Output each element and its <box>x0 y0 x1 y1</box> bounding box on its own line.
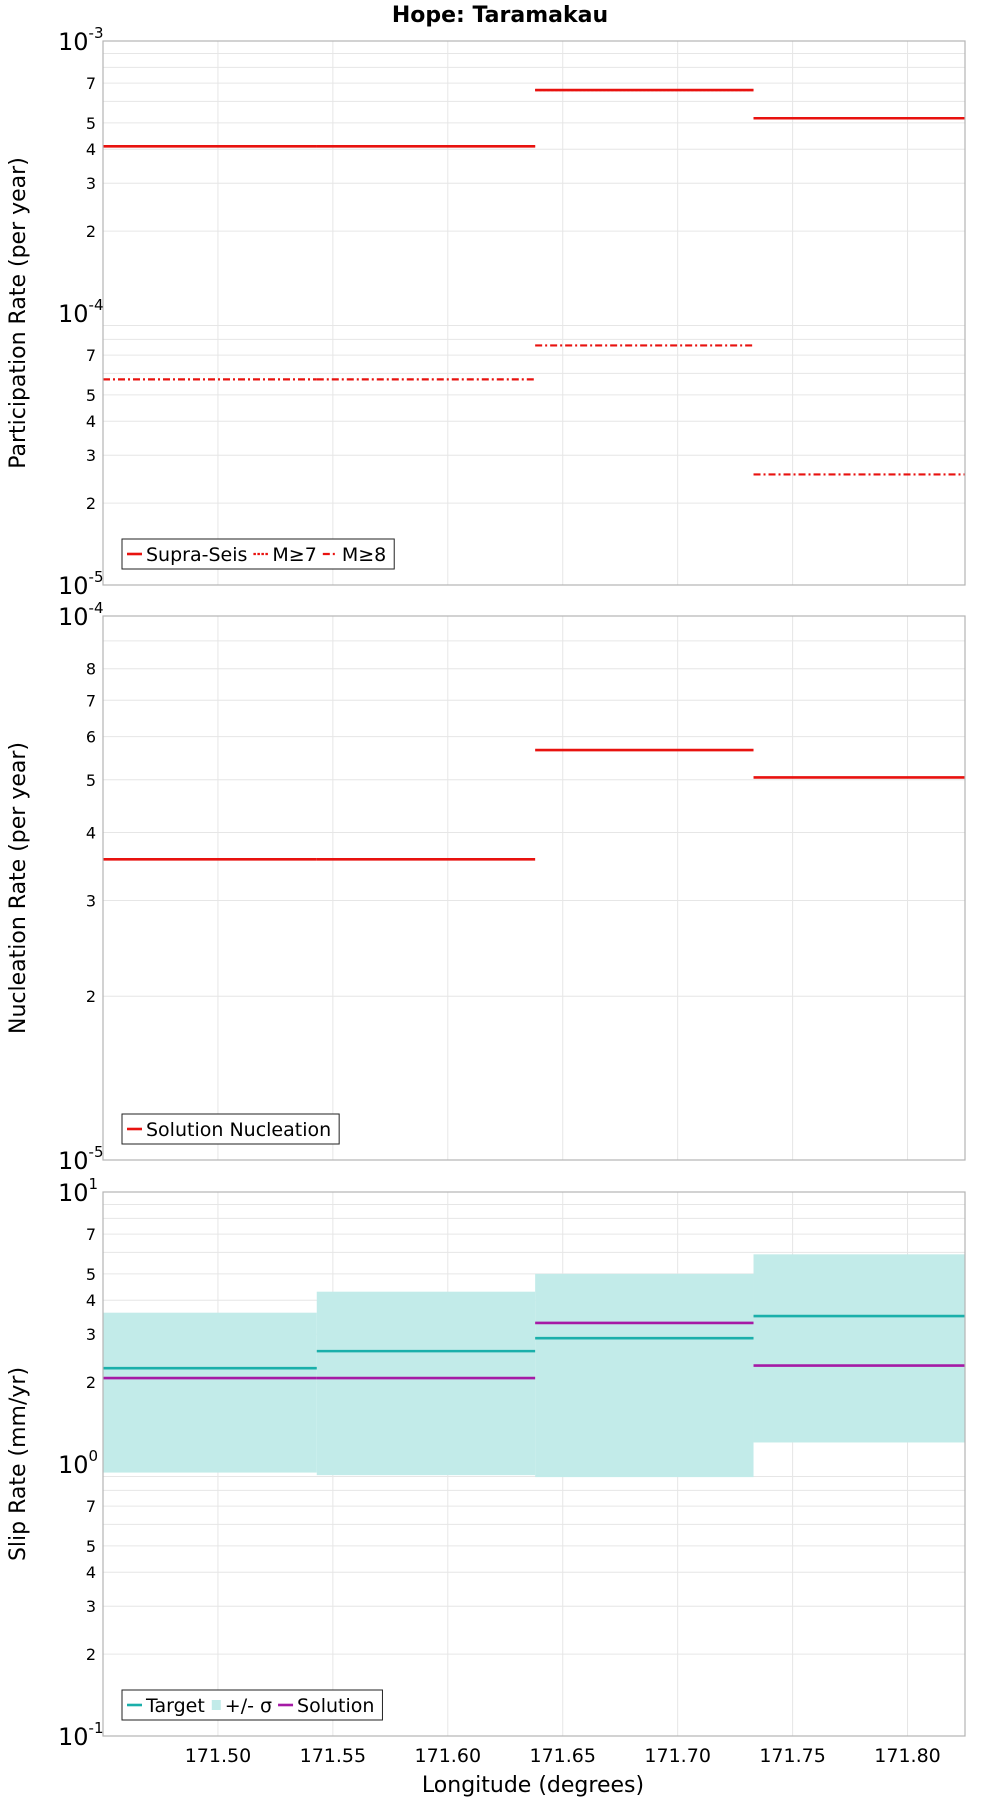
x-tick-label: 171.65 <box>529 1745 595 1767</box>
x-tick-label: 171.70 <box>644 1745 710 1767</box>
nucleation-y-tick-label: 3 <box>86 891 96 910</box>
x-axis: 171.50 171.55 171.60 171.65 171.70 171.75 171.… <box>185 1745 941 1767</box>
participation-y-tick-label: 7 <box>86 346 96 365</box>
participation-y-tick-label: 2 <box>86 222 96 241</box>
slip-y-tick-label: 3 <box>86 1325 96 1344</box>
x-tick-label: 171.50 <box>185 1745 251 1767</box>
slip-y-tick-label: 4 <box>86 1291 96 1310</box>
participation-legend-label-m-8: M≥8 <box>342 544 386 566</box>
nucleation-legend-label-solution-nucleation: Solution Nucleation <box>146 1119 331 1141</box>
slip-y-tick-label: 5 <box>86 1265 96 1284</box>
participation-y-tick-label: 3 <box>86 174 96 193</box>
slip-y-tick-label: 3 <box>86 1597 96 1616</box>
nucleation-y-tick-label: 6 <box>86 728 96 747</box>
slip-y-major-tick-label: 10-1 <box>58 1719 104 1751</box>
nucleation-legend: Solution Nucleation <box>121 1113 340 1145</box>
participation-y-major-tick-label: 10-5 <box>58 568 104 600</box>
slip-y-major-tick-label: 100 <box>58 1447 98 1479</box>
slip-legend-label-solution: Solution <box>297 1695 374 1717</box>
nucleation-y-tick-label: 4 <box>86 823 96 842</box>
nucleation-y-tick-label: 2 <box>86 987 96 1006</box>
x-tick-label: 171.80 <box>874 1745 940 1767</box>
slip-y-tick-label: 7 <box>86 1497 96 1516</box>
nucleation-plot-area <box>103 616 965 1160</box>
nucleation-y-tick-label: 8 <box>86 660 96 679</box>
participation-y-tick-label: 7 <box>86 74 96 93</box>
nucleation-y-tick-label: 7 <box>86 691 96 710</box>
slip-y-tick-label: 4 <box>86 1563 96 1582</box>
chart-title: Hope: Taramakau <box>392 3 608 28</box>
slip-sigma-band <box>103 1312 317 1473</box>
participation-y-tick-label: 4 <box>86 412 96 431</box>
participation-y-tick-label: 5 <box>86 386 96 405</box>
slip-legend-swatch-sigma <box>211 1700 221 1710</box>
slip-y-axis-label: Slip Rate (mm/yr) <box>6 1367 31 1561</box>
slip-y-tick-label: 2 <box>86 1645 96 1664</box>
participation-y-tick-label: 3 <box>86 446 96 465</box>
slip-sigma-band <box>316 1291 536 1476</box>
participation-y-tick-label: 5 <box>86 114 96 133</box>
slip-legend-label-sigma: +/- σ <box>225 1695 272 1717</box>
nucleation-y-tick-label: 5 <box>86 771 96 790</box>
slip-rate-panel: 7 5 4 3 2 7 5 4 3 2 101 100 10-1 Slip Rate (mm/yr) Tar… <box>6 1175 966 1751</box>
participation-y-major-tick-label: 10-3 <box>58 24 104 56</box>
participation-legend-label-m-7: M≥7 <box>272 544 316 566</box>
slip-y-tick-label: 2 <box>86 1373 96 1392</box>
nucleation-frame <box>102 615 966 1161</box>
x-tick-label: 171.60 <box>415 1745 481 1767</box>
nucleation-panel: 8 7 6 5 4 3 2 10-4 10-5 Nucleation Rate (per year… <box>6 599 966 1175</box>
slip-legend-label-target: Target <box>145 1695 205 1717</box>
nucleation-y-axis-label: Nucleation Rate (per year) <box>6 742 31 1034</box>
participation-legend-label-supra-seis: Supra-Seis <box>146 544 247 566</box>
nucleation-legend-box <box>121 1113 340 1145</box>
slip-sigma-band <box>535 1273 754 1478</box>
slip-legend: Target +/- σ Solution <box>121 1689 383 1721</box>
participation-y-major-tick-label: 10-4 <box>58 296 104 328</box>
participation-y-axis-label: Participation Rate (per year) <box>6 157 31 469</box>
participation-y-tick-label: 4 <box>86 140 96 159</box>
x-tick-label: 171.75 <box>759 1745 825 1767</box>
x-tick-label: 171.55 <box>300 1745 366 1767</box>
participation-legend: Supra-Seis M≥7 M≥8 <box>121 538 395 570</box>
nucleation-y-major-tick-label: 10-4 <box>58 599 104 631</box>
slip-y-tick-label: 7 <box>86 1225 96 1244</box>
slip-y-major-tick-label: 101 <box>58 1175 98 1207</box>
x-axis-label: Longitude (degrees) <box>422 1773 644 1798</box>
slip-legend-box <box>121 1689 383 1721</box>
nucleation-y-major-tick-label: 10-5 <box>58 1143 104 1175</box>
slip-frame <box>102 1191 966 1737</box>
participation-plot-area <box>103 41 965 585</box>
participation-y-tick-label: 2 <box>86 494 96 513</box>
participation-frame <box>102 40 966 586</box>
participation-panel: 7 5 4 3 2 7 5 4 3 2 10-3 10-4 10-5 Participation Rate… <box>6 24 966 600</box>
slip-y-tick-label: 5 <box>86 1537 96 1556</box>
slip-sigma-band <box>753 1254 965 1443</box>
